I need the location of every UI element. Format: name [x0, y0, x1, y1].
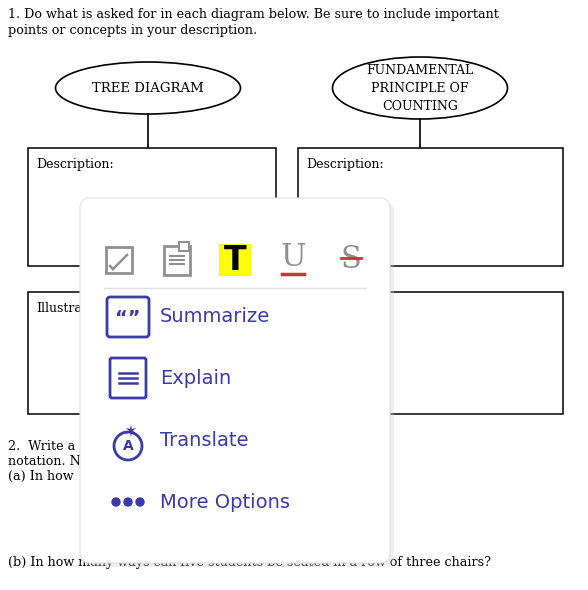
Text: Explain: Explain [160, 369, 231, 388]
Text: FUNDAMENTAL
PRINCIPLE OF
COUNTING: FUNDAMENTAL PRINCIPLE OF COUNTING [366, 64, 473, 113]
Circle shape [124, 498, 132, 506]
Circle shape [136, 498, 144, 506]
Text: Summarize: Summarize [160, 306, 270, 326]
Bar [106, 247, 132, 273]
Text: notation. N                                                           nswer.: notation. N nswer. [8, 455, 359, 468]
Bar [28, 148, 276, 266]
Bar [28, 292, 276, 414]
Text: points or concepts in your description.: points or concepts in your description. [8, 24, 257, 37]
Circle shape [112, 498, 120, 506]
Text: “”: “” [115, 309, 141, 327]
FancyBboxPatch shape [80, 198, 390, 563]
Text: S: S [340, 244, 362, 274]
Text: A: A [123, 439, 133, 453]
Bar [298, 292, 563, 414]
Text: (b) In how many ways can five students be seated in a row of three chairs?: (b) In how many ways can five students b… [8, 556, 491, 569]
Text: Description:: Description: [306, 158, 383, 171]
Text: More Options: More Options [160, 493, 290, 512]
Text: U: U [280, 242, 306, 274]
Bar [298, 148, 563, 266]
Text: Description:: Description: [36, 158, 113, 171]
Text: Translate: Translate [160, 431, 249, 450]
Text: Illustra: Illustra [36, 302, 82, 315]
Text: T: T [223, 244, 246, 277]
Text: 1. Do what is asked for in each diagram below. Be sure to include important: 1. Do what is asked for in each diagram … [8, 8, 499, 21]
FancyBboxPatch shape [179, 242, 189, 251]
Text: 2.  Write a                                                           ermutation: 2. Write a ermutation [8, 440, 383, 453]
Text: TREE DIAGRAM: TREE DIAGRAM [92, 81, 204, 94]
Text: ✶: ✶ [123, 423, 137, 441]
FancyBboxPatch shape [84, 202, 394, 567]
Text: (a) In how                                                            hairs?: (a) In how hairs? [8, 470, 353, 483]
Bar [219, 244, 251, 276]
